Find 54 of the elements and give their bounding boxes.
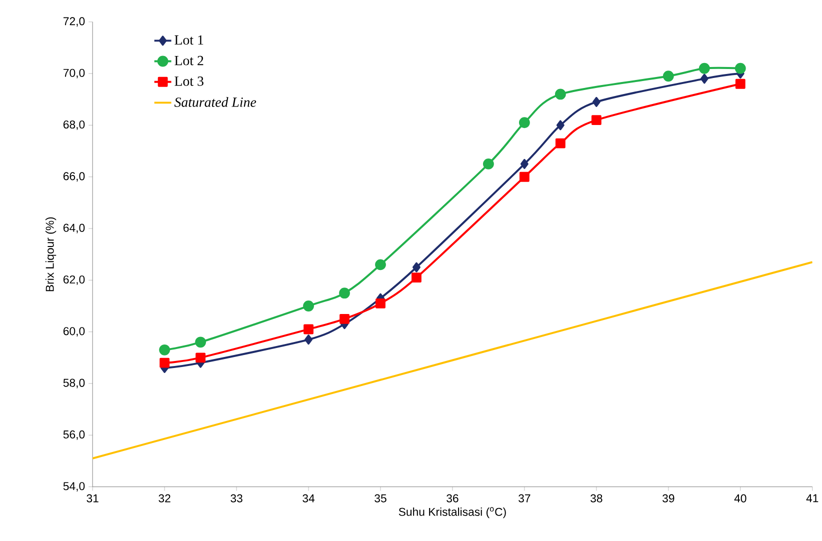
x-axis-title: Suhu Kristalisasi ($^{o}$C) [398, 507, 506, 518]
point [483, 158, 494, 170]
point [412, 262, 420, 272]
point [698, 63, 710, 74]
point [159, 344, 170, 356]
point [662, 70, 674, 82]
point [412, 272, 422, 283]
point [520, 159, 528, 170]
point [339, 288, 350, 299]
point [196, 352, 206, 363]
y-tick-label: 64,0 [63, 224, 85, 234]
legend-label: Lot 3 [174, 76, 204, 86]
point [160, 358, 170, 368]
y-tick-label: 58,0 [63, 378, 85, 388]
point [592, 97, 600, 108]
x-tick-label: 39 [662, 494, 674, 503]
x-tick-label: 33 [230, 494, 242, 503]
x-tick-label: 40 [734, 494, 746, 503]
y-tick-label: 62,0 [63, 276, 85, 286]
y-tick-label: 56,0 [63, 430, 85, 440]
y-tick-label: 70,0 [64, 69, 85, 78]
y-tick-label: 72,0 [64, 17, 85, 27]
point [554, 88, 566, 100]
y-tick-label: 54,0 [63, 482, 85, 492]
x-tick-label: 32 [158, 494, 170, 503]
legend-label: Saturated Line [174, 97, 256, 108]
point [303, 300, 314, 312]
y-tick-label: 68,0 [63, 120, 85, 130]
point [518, 117, 530, 128]
legend-label: Lot 2 [174, 56, 204, 66]
x-tick-label: 31 [86, 494, 98, 503]
point [734, 63, 746, 74]
x-tick-label: 35 [374, 494, 386, 503]
x-tick-label: 41 [806, 494, 818, 502]
y-tick-label: 66,0 [63, 172, 85, 182]
point [555, 138, 566, 148]
y-tick-label: 60,0 [63, 327, 85, 337]
x-tick-label: 34 [302, 494, 315, 503]
point [700, 74, 708, 84]
point [735, 79, 746, 90]
point [591, 115, 602, 126]
point [375, 259, 386, 270]
legend-label: Lot 1 [174, 36, 204, 45]
x-tick-label: 36 [446, 494, 458, 503]
point [304, 324, 314, 334]
point [304, 334, 312, 345]
x-tick-label: 38 [590, 494, 602, 503]
point [340, 314, 350, 324]
point [556, 120, 564, 130]
x-tick-label: 37 [518, 494, 530, 503]
point [195, 336, 206, 348]
point [376, 298, 386, 309]
y-axis-title: Brix Liqour (%) [45, 218, 56, 292]
point [519, 172, 530, 182]
